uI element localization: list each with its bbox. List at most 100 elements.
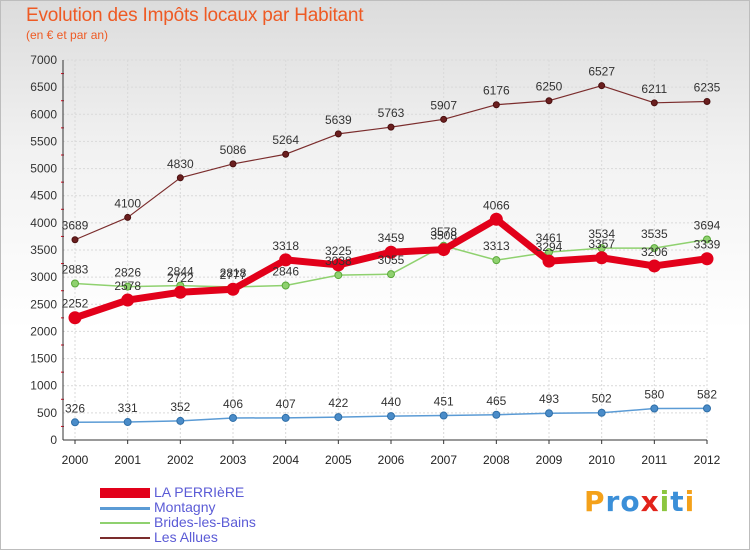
data-point <box>334 413 343 422</box>
y-tick-label: 1500 <box>30 352 57 366</box>
data-label: 451 <box>434 395 454 409</box>
data-label: 352 <box>170 400 190 414</box>
y-tick-label: 0 <box>50 433 57 447</box>
x-tick-label: 2002 <box>167 453 194 467</box>
data-point <box>703 98 711 106</box>
data-label: 493 <box>539 392 559 406</box>
data-label: 3461 <box>536 231 563 245</box>
data-label: 331 <box>118 401 138 415</box>
data-label: 2883 <box>62 262 89 276</box>
data-point <box>492 256 501 265</box>
data-label: 580 <box>644 388 664 402</box>
y-tick-label: 7000 <box>30 53 57 67</box>
data-label: 2844 <box>167 265 194 279</box>
y-tick-label: 6500 <box>30 80 57 94</box>
data-label: 582 <box>697 387 717 401</box>
data-label: 5907 <box>430 98 457 112</box>
x-tick-label: 2012 <box>694 453 721 467</box>
data-point <box>650 404 659 413</box>
x-tick-label: 2006 <box>378 453 405 467</box>
data-point <box>545 97 553 105</box>
data-point <box>229 413 237 422</box>
legend: LA PERRIèRE Montagny Brides-les-Bains Les A… <box>100 484 360 545</box>
data-label: 6235 <box>694 81 721 95</box>
data-label: 4066 <box>483 198 510 212</box>
line-chart: 0 500 1000 1500 2000 2500 3000 3500 4000 4500 5000… <box>30 53 721 467</box>
data-label: 406 <box>223 397 243 411</box>
legend-item: LA PERRIèRE <box>100 484 360 500</box>
data-label: 6527 <box>588 65 615 79</box>
chart-subtitle: (en € et par an) <box>26 28 109 42</box>
data-label: 3689 <box>62 219 89 233</box>
legend-item: Les Allues <box>100 529 360 545</box>
legend-swatch <box>100 506 150 510</box>
data-point <box>176 416 185 425</box>
proxiti-logo: Proxiti <box>584 485 696 518</box>
data-point <box>439 411 448 420</box>
data-point <box>437 243 451 257</box>
y-tick-label: 5500 <box>30 134 57 148</box>
data-point <box>68 311 82 325</box>
data-label: 3357 <box>588 237 615 251</box>
data-point <box>700 252 714 266</box>
data-label: 3578 <box>430 225 457 239</box>
data-label: 3313 <box>483 239 510 253</box>
data-point <box>123 418 132 427</box>
data-point <box>281 413 290 422</box>
legend-label: LA PERRIèRE <box>154 484 245 500</box>
data-point <box>387 412 395 421</box>
y-tick-label: 4000 <box>30 216 57 230</box>
data-label: 6176 <box>483 84 510 98</box>
data-label: 440 <box>381 395 401 409</box>
data-point <box>595 251 609 265</box>
y-tick-label: 3000 <box>30 270 57 284</box>
data-point <box>282 150 290 158</box>
legend-swatch <box>100 488 150 498</box>
data-label: 2578 <box>114 279 141 293</box>
data-point <box>489 212 503 226</box>
data-label: 2826 <box>114 266 141 280</box>
y-tick-label: 5000 <box>30 162 57 176</box>
data-label: 2818 <box>220 266 247 280</box>
data-label: 3339 <box>694 238 721 252</box>
y-tick-label: 1000 <box>30 379 57 393</box>
data-point <box>440 115 448 123</box>
data-label: 3694 <box>694 218 721 232</box>
data-point <box>703 235 711 244</box>
x-tick-label: 2004 <box>272 453 299 467</box>
chart-title: Evolution des Impôts locaux par Habitant <box>26 5 364 26</box>
x-tick-label: 2011 <box>641 453 667 467</box>
x-tick-label: 2005 <box>325 453 352 467</box>
legend-item: Brides-les-Bains <box>100 514 360 530</box>
y-tick-label: 2500 <box>30 297 57 311</box>
data-point <box>384 245 398 259</box>
x-tick-label: 2010 <box>588 453 615 467</box>
y-tick-label: 2000 <box>30 324 57 338</box>
data-label: 2777 <box>220 268 247 282</box>
data-point <box>281 281 290 290</box>
data-point <box>703 404 711 413</box>
data-point <box>647 259 661 273</box>
data-label: 326 <box>65 401 85 415</box>
data-point <box>597 408 606 417</box>
data-label: 3294 <box>536 240 563 254</box>
data-point <box>492 410 501 419</box>
data-label: 3038 <box>325 254 352 268</box>
data-label: 407 <box>276 397 296 411</box>
data-point <box>226 282 240 296</box>
data-label: 6211 <box>641 82 667 96</box>
data-label: 5763 <box>378 106 405 120</box>
data-point <box>123 282 132 291</box>
x-tick-label: 2007 <box>430 453 457 467</box>
x-tick-label: 2008 <box>483 453 510 467</box>
legend-label: Montagny <box>154 499 216 515</box>
legend-label: Les Allues <box>154 529 218 545</box>
data-label: 3459 <box>378 231 405 245</box>
data-point <box>387 270 395 279</box>
data-label: 4100 <box>114 196 141 210</box>
data-label: 3225 <box>325 244 352 258</box>
x-tick-label: 2001 <box>114 453 141 467</box>
data-label: 2722 <box>167 271 194 285</box>
data-label: 3055 <box>378 253 405 267</box>
data-point <box>121 293 135 307</box>
